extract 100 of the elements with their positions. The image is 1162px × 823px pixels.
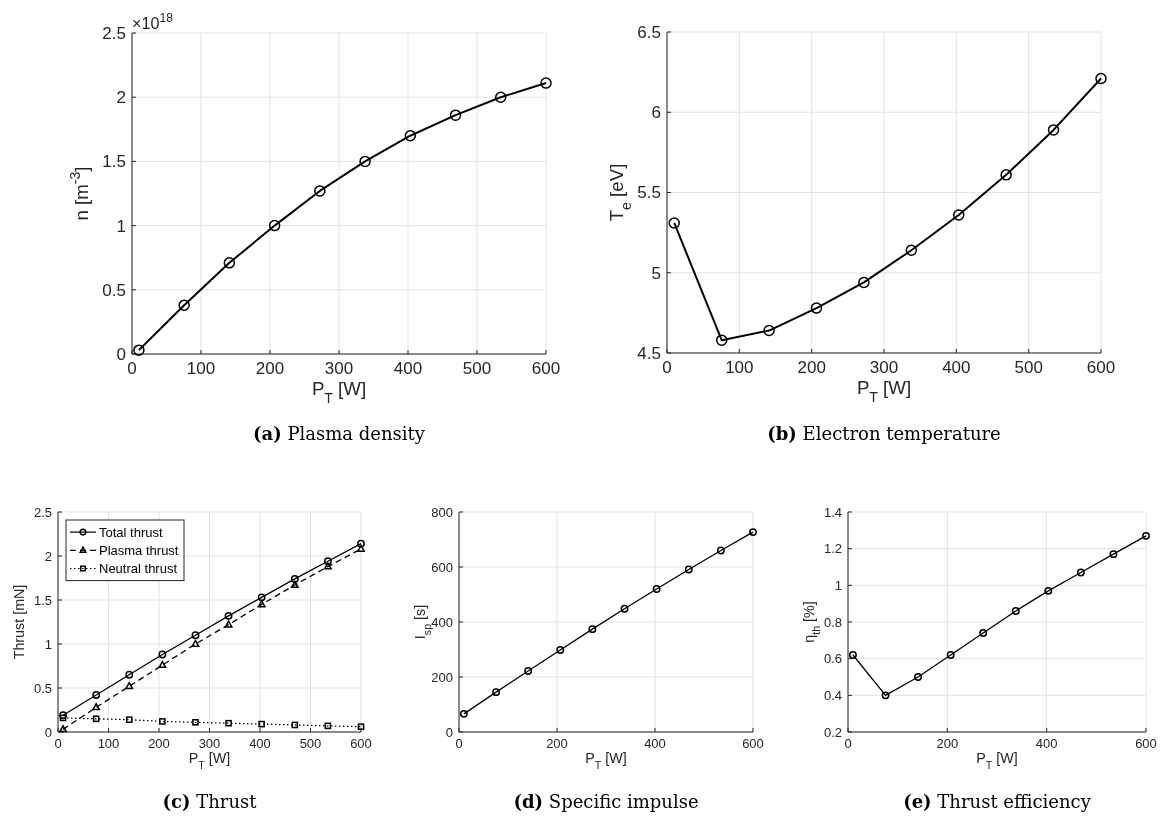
point bbox=[92, 703, 101, 711]
y-tick-label: 5.5 bbox=[637, 183, 661, 203]
text: (b) Electron temperature bbox=[767, 423, 1001, 444]
x-tick-label: 600 bbox=[350, 736, 372, 751]
point bbox=[914, 673, 923, 681]
x-tick-label: 200 bbox=[255, 359, 285, 378]
point bbox=[357, 544, 365, 552]
legend-label: Neutral thrust bbox=[99, 561, 178, 577]
y-tick-label: 0.4 bbox=[823, 687, 842, 703]
point bbox=[684, 565, 693, 574]
point bbox=[1142, 531, 1150, 540]
point bbox=[290, 580, 299, 589]
y-tick-label: 1.2 bbox=[823, 541, 842, 557]
point bbox=[652, 585, 661, 593]
text: (a) Plasma density bbox=[253, 423, 426, 444]
point bbox=[716, 546, 725, 555]
x-tick-label: 100 bbox=[725, 358, 754, 377]
point bbox=[946, 651, 955, 659]
y-tick-label: 1.4 bbox=[823, 504, 842, 520]
point bbox=[59, 711, 67, 720]
text: (e) Thrust efficiency bbox=[903, 791, 1092, 812]
x-tick-label: 600 bbox=[1135, 736, 1157, 751]
point bbox=[224, 620, 233, 628]
x-tick-label: 300 bbox=[869, 358, 899, 377]
y-tick-label: 600 bbox=[431, 559, 453, 575]
text: (d) Specific impulse bbox=[513, 791, 699, 812]
point bbox=[224, 611, 233, 620]
x-tick-label: 300 bbox=[324, 359, 354, 378]
y-tick-label: 6.5 bbox=[637, 22, 661, 42]
y-tick-label: 800 bbox=[431, 504, 453, 520]
legend-label: Total thrust bbox=[99, 524, 163, 540]
point bbox=[1076, 568, 1085, 577]
point bbox=[449, 109, 462, 121]
point bbox=[225, 719, 232, 727]
point bbox=[810, 302, 823, 314]
point bbox=[357, 539, 365, 548]
y-tick-label: 0.5 bbox=[33, 680, 52, 696]
x-tick-label: 200 bbox=[797, 358, 826, 377]
x-tick-label: 500 bbox=[299, 736, 322, 751]
point bbox=[763, 324, 775, 337]
x-tick-label: 600 bbox=[1086, 358, 1116, 377]
text: (c) Thrust bbox=[162, 791, 258, 812]
point bbox=[1044, 586, 1053, 595]
y-tick-label: 5 bbox=[651, 263, 661, 283]
point bbox=[323, 562, 332, 570]
y-tick-label: 0.2 bbox=[823, 724, 842, 740]
y-tick-label: 2.5 bbox=[33, 504, 52, 520]
point bbox=[404, 129, 417, 142]
point bbox=[158, 650, 167, 659]
point bbox=[524, 667, 533, 675]
x-axis-title: P$_{T}$ [W] bbox=[585, 750, 627, 772]
y-tick-label: 1 bbox=[116, 216, 126, 236]
point bbox=[192, 719, 199, 726]
point bbox=[668, 217, 680, 229]
y-tick-label: 400 bbox=[431, 614, 453, 630]
point bbox=[191, 631, 200, 640]
y-tick-label: 1 bbox=[44, 636, 52, 652]
y-tick-label: 4.5 bbox=[637, 343, 661, 363]
legend-label: Plasma thrust bbox=[99, 542, 179, 558]
y-tick-label: 0.5 bbox=[102, 280, 126, 300]
point bbox=[1000, 169, 1012, 181]
point bbox=[1109, 550, 1118, 559]
point bbox=[1095, 72, 1107, 85]
x-tick-label: 500 bbox=[462, 359, 492, 378]
point bbox=[125, 681, 134, 690]
x-tick-label: 0 bbox=[844, 736, 852, 751]
point bbox=[59, 714, 67, 722]
point bbox=[881, 691, 890, 700]
x-tick-label: 200 bbox=[148, 736, 170, 751]
x-tick-label: 200 bbox=[546, 736, 568, 751]
point bbox=[92, 715, 100, 723]
point bbox=[849, 651, 857, 659]
point bbox=[324, 722, 332, 730]
x-axis-title: P$_{T}$ [W] bbox=[188, 750, 231, 772]
point bbox=[905, 244, 918, 257]
x-tick-label: 400 bbox=[942, 358, 971, 377]
x-axis-title: P$_{T}$ [W] bbox=[976, 750, 1018, 772]
y-tick-label: 0.6 bbox=[823, 651, 842, 667]
x-tick-label: 600 bbox=[742, 736, 764, 751]
y-tick-label: 0.8 bbox=[823, 614, 842, 630]
point bbox=[1047, 124, 1060, 136]
point bbox=[715, 334, 728, 346]
x-tick-label: 400 bbox=[1035, 736, 1058, 751]
x-axis-title: P$_{T}$ [W] bbox=[856, 376, 912, 405]
point bbox=[749, 528, 757, 537]
point bbox=[979, 629, 988, 637]
point bbox=[158, 660, 167, 669]
y-tick-label: 0 bbox=[445, 724, 453, 740]
point bbox=[291, 721, 299, 729]
y-tick-label: 1.5 bbox=[33, 592, 52, 608]
x-tick-label: 200 bbox=[936, 736, 959, 751]
point bbox=[92, 691, 101, 699]
point bbox=[191, 639, 200, 647]
x-tick-label: 400 bbox=[393, 359, 423, 378]
point bbox=[359, 155, 371, 168]
point bbox=[290, 574, 299, 583]
point bbox=[125, 716, 133, 723]
point bbox=[257, 600, 266, 608]
point bbox=[492, 688, 500, 697]
y-tick-label: 200 bbox=[431, 669, 453, 685]
